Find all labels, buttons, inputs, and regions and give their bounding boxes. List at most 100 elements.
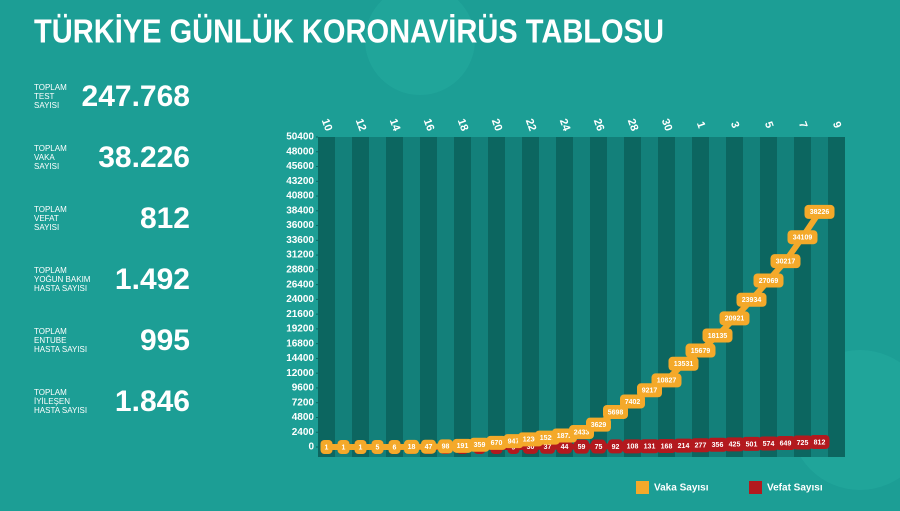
data-label-box — [804, 204, 835, 219]
stat-value: 812 — [140, 202, 190, 235]
data-label: 1 — [342, 444, 346, 451]
data-label-box — [787, 230, 818, 245]
data-label: 725 — [797, 440, 809, 447]
data-label: 7402 — [625, 399, 641, 406]
y-tick-label: 36000 — [286, 220, 314, 231]
stat-label: VEFAT — [34, 214, 59, 223]
stat-label: SAYISI — [34, 101, 59, 110]
column-stripe — [335, 137, 352, 457]
data-label: 75 — [595, 444, 603, 451]
data-label: 277 — [695, 443, 707, 450]
column-stripe — [522, 137, 539, 457]
data-label-box — [337, 439, 350, 454]
x-tick-label: 22 — [523, 117, 538, 133]
data-label: 30217 — [776, 258, 796, 265]
column-stripe — [403, 137, 420, 457]
y-tick-label: 38400 — [286, 205, 314, 216]
data-label: 30 — [527, 444, 535, 451]
data-label: 13531 — [674, 361, 694, 368]
column-stripe — [675, 137, 692, 457]
data-label: 356 — [712, 442, 724, 449]
stat-label: TEST — [34, 92, 55, 101]
data-label: 37 — [544, 444, 552, 451]
column-stripe — [607, 137, 624, 457]
data-label: 9217 — [642, 388, 658, 395]
stat-label: TOPLAM — [34, 266, 67, 275]
data-label: 15679 — [691, 348, 711, 355]
data-label-box — [724, 437, 745, 452]
x-tick-label: 30 — [659, 117, 674, 133]
stat-label: YOĞUN BAKIM — [34, 275, 91, 284]
x-tick-label: 28 — [625, 117, 640, 133]
x-tick-label: 12 — [353, 117, 368, 133]
data-label: 6 — [393, 444, 397, 451]
y-tick-label: 40800 — [286, 191, 314, 202]
data-label: 18135 — [708, 333, 728, 340]
data-label: 20921 — [725, 316, 745, 323]
data-label-box — [622, 439, 643, 454]
legend-swatch — [636, 481, 649, 494]
stat-label: TOPLAM — [34, 327, 67, 336]
data-label: 5698 — [608, 409, 624, 416]
data-label-box — [438, 439, 453, 454]
stat-label: HASTA SAYISI — [34, 406, 87, 415]
y-tick-label: 24000 — [286, 294, 314, 305]
data-label: 359 — [474, 442, 486, 449]
x-tick-label: 14 — [387, 117, 403, 133]
column-stripe — [658, 137, 675, 457]
data-label: 44 — [561, 444, 569, 451]
stat-label: SAYISI — [34, 223, 59, 232]
column-stripe — [777, 137, 794, 457]
column-stripe — [692, 137, 709, 457]
data-label: 34109 — [793, 235, 813, 242]
data-label-box — [320, 439, 333, 454]
column-stripe — [760, 137, 777, 457]
column-stripe — [828, 137, 845, 457]
data-label: 670 — [491, 440, 503, 447]
y-tick-label: 7200 — [292, 397, 315, 408]
column-stripe — [318, 137, 335, 457]
legend-label: Vaka Sayısı — [654, 483, 709, 494]
x-tick-label: 5 — [762, 120, 775, 130]
column-stripe — [437, 137, 454, 457]
stat-label: VAKA — [34, 153, 55, 162]
column-stripe — [811, 137, 828, 457]
legend-label: Vefat Sayısı — [767, 483, 823, 494]
y-tick-label: 21600 — [286, 309, 314, 320]
column-stripe — [624, 137, 641, 457]
data-label: 191 — [457, 443, 469, 450]
x-tick-label: 24 — [557, 117, 573, 133]
column-stripe — [641, 137, 658, 457]
data-label: 1872 — [557, 433, 573, 440]
column-stripe — [420, 137, 437, 457]
data-label: 23934 — [742, 297, 762, 304]
data-label: 649 — [780, 440, 792, 447]
data-label: 812 — [814, 439, 826, 446]
x-tick-label: 10 — [319, 117, 334, 133]
x-tick-label: 20 — [489, 117, 504, 133]
data-label: 2433 — [574, 429, 590, 436]
data-label: 1 — [359, 444, 363, 451]
data-label-box — [608, 439, 623, 454]
data-label-box — [656, 438, 677, 453]
data-label: 501 — [746, 441, 758, 448]
data-label: 10827 — [657, 378, 677, 385]
data-label-box — [603, 404, 628, 419]
y-tick-label: 43200 — [286, 176, 314, 187]
y-tick-label: 9600 — [292, 383, 315, 394]
column-stripe — [369, 137, 386, 457]
data-label: 574 — [763, 441, 775, 448]
stat-label: TOPLAM — [34, 388, 67, 397]
data-label-box — [719, 311, 750, 326]
data-label: 27069 — [759, 278, 779, 285]
data-label-box — [486, 435, 507, 450]
data-label: 214 — [678, 443, 690, 450]
legend-swatch — [749, 481, 762, 494]
y-tick-label: 31200 — [286, 250, 314, 261]
data-label-box — [809, 435, 830, 450]
page-title: TÜRKİYE GÜNLÜK KORONAVİRÜS TABLOSU — [34, 13, 664, 50]
data-label-box — [586, 417, 611, 432]
y-tick-label: 16800 — [286, 338, 314, 349]
data-label-box — [388, 439, 401, 454]
